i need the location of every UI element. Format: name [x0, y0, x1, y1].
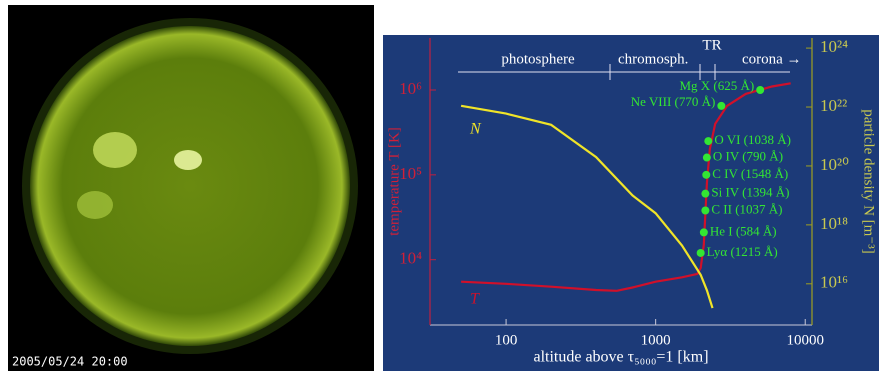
- page: 2005/05/24 20:00 100 1000 10000 10⁴ 10⁵ 10⁶ 10…: [0, 0, 879, 371]
- spectral-line-label: He I (584 Å): [710, 223, 777, 238]
- y-tick-label: 10⁵: [399, 164, 422, 183]
- region-label: photosphere: [501, 51, 575, 67]
- series-label: T: [470, 291, 480, 308]
- spectral-line-label: Mg X (625 Å): [679, 78, 754, 93]
- y-axis-label: temperature T [K]: [386, 127, 402, 236]
- y-tick-label: 10⁶: [399, 79, 422, 98]
- spectral-line-point: [700, 228, 708, 236]
- series-label: N: [469, 121, 482, 138]
- x-tick-label: 1000: [641, 332, 671, 348]
- spectral-line-label: O VI (1038 Å): [714, 132, 791, 147]
- y2-tick-label: 10²²: [820, 96, 847, 115]
- timestamp: 2005/05/24 20:00: [12, 355, 128, 369]
- active-region: [93, 132, 137, 168]
- spectral-line-label: C II (1037 Å): [711, 201, 782, 216]
- spectral-line-point: [701, 207, 709, 215]
- chart-background: [383, 35, 879, 371]
- y-tick-label: 10⁴: [399, 249, 422, 268]
- y2-tick-label: 10²⁴: [820, 37, 848, 56]
- y2-tick-label: 10¹⁶: [820, 273, 848, 292]
- spectral-line-label: Si IV (1394 Å): [711, 185, 789, 200]
- x-axis-label: altitude above τ₅₀₀₀=1 [km]: [533, 349, 708, 366]
- spectral-line-point: [702, 171, 710, 179]
- spectral-line-point: [701, 190, 709, 198]
- region-label: chromosph.: [618, 51, 688, 67]
- active-region: [77, 191, 113, 219]
- region-label: corona →: [742, 51, 802, 67]
- spectral-line-label: Lyα (1215 Å): [707, 244, 778, 259]
- region-label: TR: [702, 37, 721, 53]
- y2-tick-label: 10²⁰: [820, 155, 849, 174]
- spectral-line-label: Ne VIII (770 Å): [631, 94, 716, 109]
- spectral-line-point: [697, 249, 705, 257]
- y2-tick-label: 10¹⁸: [820, 214, 848, 233]
- y2-axis-label: particle density N [m⁻³]: [861, 109, 877, 253]
- x-tick-label: 10000: [786, 332, 824, 348]
- active-region: [174, 150, 202, 170]
- spectral-line-label: C IV (1548 Å): [712, 166, 788, 181]
- sun-disk: [30, 26, 350, 346]
- spectral-line-point: [717, 102, 725, 110]
- spectral-line-label: O IV (790 Å): [713, 149, 783, 164]
- spectral-line-point: [703, 154, 711, 162]
- x-tick-label: 100: [495, 332, 518, 348]
- spectral-line-point: [704, 137, 712, 145]
- spectral-line-point: [756, 86, 764, 94]
